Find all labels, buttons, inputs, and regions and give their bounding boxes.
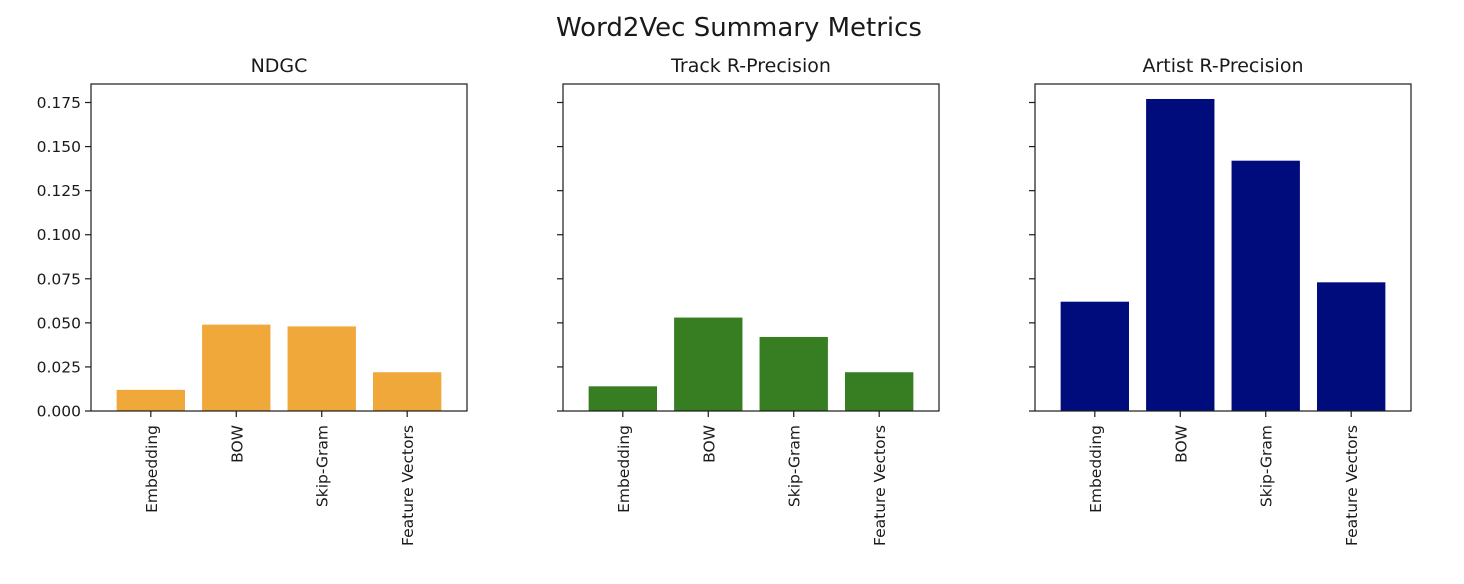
y-tick-label: 0.000 <box>37 403 81 421</box>
bar-embedding <box>116 389 185 411</box>
bar-skip-gram <box>1231 160 1300 411</box>
axes-frame <box>1034 83 1412 412</box>
figure-title: Word2Vec Summary Metrics <box>556 13 922 43</box>
bar-skip-gram <box>759 336 828 411</box>
chart-panel-3: Artist R-Precision Embedding BOW Skip-Gram F… <box>1029 55 1412 546</box>
x-tick-label: Embedding <box>1087 425 1105 513</box>
y-tick-label: 0.150 <box>37 138 81 156</box>
bar-bow <box>1146 98 1215 411</box>
bar-bow <box>674 317 743 411</box>
bar-feature-vectors <box>373 372 442 411</box>
y-tick-label: 0.100 <box>37 226 81 244</box>
bar-feature-vectors <box>845 372 914 411</box>
axes-frame <box>562 83 940 412</box>
x-tick-label: BOW <box>228 425 246 463</box>
chart-panel-2: Track R-Precision Embedding BOW Skip-Gram Fe… <box>557 55 940 546</box>
bar-skip-gram <box>287 326 356 411</box>
x-tick-label: Skip-Gram <box>1258 425 1276 507</box>
y-tick-label: 0.025 <box>37 358 81 376</box>
bar-feature-vectors <box>1317 282 1386 411</box>
y-tick-label: 0.050 <box>37 314 81 332</box>
x-tick-label: Embedding <box>615 425 633 513</box>
axes-frame <box>90 83 468 412</box>
bar-bow <box>202 324 271 411</box>
y-tick-label: 0.175 <box>37 94 81 112</box>
x-tick-label: Embedding <box>143 425 161 513</box>
chart-title: NDGC <box>251 55 308 77</box>
x-tick-label: Skip-Gram <box>314 425 332 507</box>
chart-panel-1: NDGC 0.000 0.025 0.050 0.075 0.100 0.125 0.150 0… <box>37 55 468 546</box>
chart-title: Track R-Precision <box>670 55 831 77</box>
bar-embedding <box>588 386 657 411</box>
chart-title: Artist R-Precision <box>1143 55 1304 77</box>
x-tick-label: Feature Vectors <box>871 425 889 546</box>
y-tick-label: 0.075 <box>37 270 81 288</box>
x-tick-label: BOW <box>1172 425 1190 463</box>
chart-panels: NDGC 0.000 0.025 0.050 0.075 0.100 0.125 0.150 0… <box>37 55 1412 546</box>
bar-embedding <box>1060 301 1129 411</box>
x-tick-label: BOW <box>700 425 718 463</box>
y-tick-label: 0.125 <box>37 182 81 200</box>
x-tick-label: Feature Vectors <box>399 425 417 546</box>
x-tick-label: Feature Vectors <box>1343 425 1361 546</box>
x-tick-label: Skip-Gram <box>786 425 804 507</box>
